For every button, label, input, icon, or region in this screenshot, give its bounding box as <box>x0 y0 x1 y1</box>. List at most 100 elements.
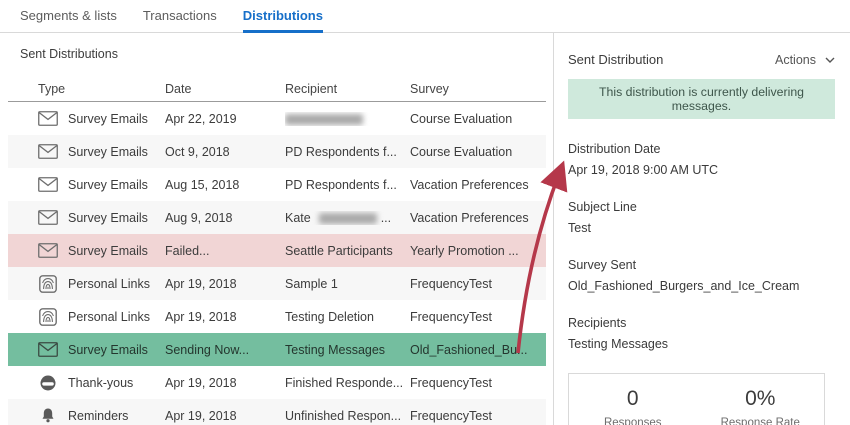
stat-responses: 0 Responses <box>569 387 697 425</box>
type-cell: Survey Emails <box>8 242 165 260</box>
tab-bar: Segments & lists Transactions Distribution… <box>0 0 850 33</box>
recipient-cell: Kate ... <box>285 210 392 225</box>
field-value: Testing Messages <box>568 337 669 351</box>
survey-cell: Course Evaluation <box>410 111 513 126</box>
response-stats-box: 0 Responses 0% Response Rate <box>568 373 825 425</box>
stat-label: Responses <box>603 417 662 425</box>
tab-segments-lists[interactable]: Segments & lists <box>20 8 117 23</box>
recipient-label: Unfinished Respon... <box>285 408 402 423</box>
stat-label: Response Rate <box>720 417 800 425</box>
field-value: Test <box>568 221 591 235</box>
distribution-row[interactable]: Survey Emails Sending Now... Testing Mes… <box>8 333 546 366</box>
bell-icon <box>38 407 58 425</box>
date-cell: Aug 15, 2018 <box>165 177 240 192</box>
envelope-icon <box>38 341 58 359</box>
delivery-status-banner: This distribution is currently deliverin… <box>568 79 835 119</box>
type-label: Survey Emails <box>68 342 148 357</box>
type-label: Personal Links <box>68 309 150 324</box>
survey-cell: Old_Fashioned_Bu... <box>410 342 528 357</box>
type-cell: Survey Emails <box>8 209 165 227</box>
survey-cell: FrequencyTest <box>410 375 492 390</box>
type-label: Survey Emails <box>68 243 148 258</box>
recipient-label: Kate <box>285 210 311 225</box>
field-distribution-date: Distribution Date Apr 19, 2018 9:00 AM U… <box>568 142 835 177</box>
column-header-survey: Survey <box>410 81 449 96</box>
distribution-detail-panel: Sent Distribution Actions This distribut… <box>553 33 850 425</box>
tab-distributions[interactable]: Distributions <box>242 0 324 33</box>
redacted-text <box>319 212 378 224</box>
distribution-row[interactable]: Thank-yous Apr 19, 2018 Finished Respond… <box>8 366 546 399</box>
type-cell: Reminders <box>8 407 165 425</box>
thankyou-icon <box>38 374 58 392</box>
recipient-cell: PD Respondents f... <box>285 145 410 159</box>
pane-title: Sent Distributions <box>20 47 118 61</box>
survey-cell: Yearly Promotion ... <box>410 243 519 258</box>
type-label: Survey Emails <box>68 111 148 126</box>
recipient-cell: Unfinished Respon... <box>285 409 410 423</box>
type-cell: Thank-yous <box>8 374 165 392</box>
type-label: Thank-yous <box>68 375 134 390</box>
survey-cell: FrequencyTest <box>410 276 492 291</box>
column-header-recipient: Recipient <box>285 81 338 96</box>
type-label: Survey Emails <box>68 144 148 159</box>
sent-distributions-pane: Sent Distributions Type Date Recipient Surv… <box>0 33 553 425</box>
distribution-row[interactable]: Survey Emails Apr 22, 2019 Course Evalua… <box>8 102 546 135</box>
field-recipients: Recipients Testing Messages <box>568 316 835 351</box>
field-survey-sent: Survey Sent Old_Fashioned_Burgers_and_Ic… <box>568 258 835 293</box>
envelope-icon <box>38 110 58 128</box>
envelope-icon <box>38 242 58 260</box>
type-cell: Survey Emails <box>8 341 165 359</box>
type-cell: Personal Links <box>8 307 165 326</box>
distribution-row[interactable]: Survey Emails Oct 9, 2018 PD Respondents… <box>8 135 546 168</box>
field-label: Survey Sent <box>568 258 637 272</box>
tab-transactions[interactable]: Transactions <box>142 8 217 23</box>
date-cell: Apr 19, 2018 <box>165 375 237 390</box>
field-value: Old_Fashioned_Burgers_and_Ice_Cream <box>568 279 800 293</box>
column-header-date: Date <box>165 81 192 96</box>
date-cell: Apr 19, 2018 <box>165 309 237 324</box>
chevron-down-icon <box>825 57 835 63</box>
panel-title: Sent Distribution <box>568 52 664 67</box>
recipient-cell: PD Respondents f... <box>285 178 410 192</box>
recipient-label: Testing Messages <box>285 342 386 357</box>
distribution-row[interactable]: Survey Emails Failed... Seattle Particip… <box>8 234 546 267</box>
type-label: Reminders <box>68 408 129 423</box>
distribution-row[interactable]: Survey Emails Aug 9, 2018 Kate ... Vacat… <box>8 201 546 234</box>
recipient-label: Sample 1 <box>285 276 338 291</box>
stat-value: 0% <box>745 387 776 410</box>
type-label: Survey Emails <box>68 210 148 225</box>
field-label: Subject Line <box>568 200 637 214</box>
field-label: Distribution Date <box>568 142 661 156</box>
envelope-icon <box>38 143 58 161</box>
date-cell: Aug 9, 2018 <box>165 210 233 225</box>
envelope-icon <box>38 209 58 227</box>
stat-value: 0 <box>626 387 639 410</box>
distribution-row[interactable]: Reminders Apr 19, 2018 Unfinished Respon… <box>8 399 546 425</box>
distribution-row[interactable]: Personal Links Apr 19, 2018 Sample 1 Fre… <box>8 267 546 300</box>
type-cell: Survey Emails <box>8 110 165 128</box>
date-cell: Apr 19, 2018 <box>165 408 237 423</box>
distribution-row[interactable]: Survey Emails Aug 15, 2018 PD Respondent… <box>8 168 546 201</box>
recipient-cell: Finished Responde... <box>285 376 410 390</box>
envelope-icon <box>38 176 58 194</box>
distribution-row[interactable]: Personal Links Apr 19, 2018 Testing Dele… <box>8 300 546 333</box>
fingerprint-icon <box>38 307 58 326</box>
redacted-text <box>285 113 363 125</box>
survey-cell: Vacation Preferences <box>410 210 529 225</box>
stat-response-rate: 0% Response Rate <box>697 387 825 425</box>
recipient-cell: Seattle Participants <box>285 244 410 258</box>
date-cell: Apr 22, 2019 <box>165 111 237 126</box>
survey-cell: Course Evaluation <box>410 144 513 159</box>
table-header-row: Type Date Recipient Survey <box>8 76 546 102</box>
recipient-cell: Testing Messages <box>285 343 410 357</box>
recipient-cell: Testing Deletion <box>285 310 410 324</box>
date-cell: Failed... <box>165 243 210 258</box>
type-label: Personal Links <box>68 276 150 291</box>
distributions-table: Type Date Recipient Survey Survey Emails Ap… <box>8 76 546 425</box>
actions-dropdown[interactable]: Actions <box>775 53 835 67</box>
recipient-label: PD Respondents f... <box>285 177 397 192</box>
type-label: Survey Emails <box>68 177 148 192</box>
field-subject-line: Subject Line Test <box>568 200 835 235</box>
column-header-type: Type <box>38 81 66 96</box>
